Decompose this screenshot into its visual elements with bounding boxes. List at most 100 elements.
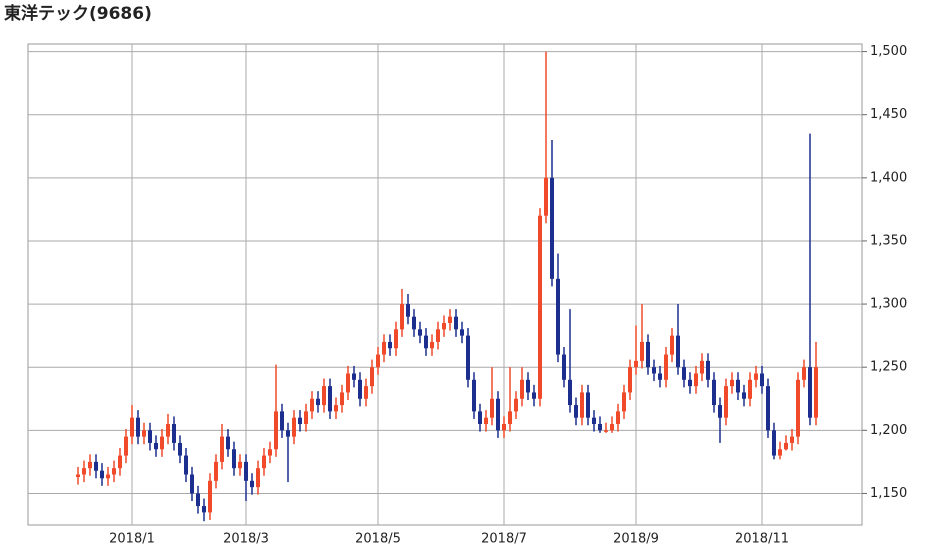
candle-body [580, 392, 584, 418]
candle-body [748, 379, 752, 399]
candle-body [106, 474, 110, 479]
candle-body [454, 316, 458, 330]
candle-body [394, 329, 398, 349]
y-tick-label: 1,300 [870, 297, 907, 312]
candle-body [784, 442, 788, 450]
candle-body [346, 373, 350, 393]
y-tick-label: 1,350 [870, 233, 907, 248]
candle-body [244, 461, 248, 481]
candle-body [352, 373, 356, 380]
candle-body [502, 424, 506, 431]
candle-body [388, 341, 392, 349]
candle-body [340, 392, 344, 406]
candle-body [424, 335, 428, 349]
x-tick-label: 2018/3 [223, 532, 269, 547]
x-tick-label: 2018/1 [109, 532, 155, 547]
x-tick-label: 2018/7 [481, 532, 527, 547]
candle-body [334, 405, 338, 412]
candle-body [598, 424, 602, 431]
plot-frame [27, 43, 863, 526]
candle-body [742, 392, 746, 399]
candle-body [466, 335, 470, 380]
candle-body [694, 373, 698, 387]
candle-body [550, 177, 554, 279]
candle-body [442, 323, 446, 330]
y-tick-label: 1,400 [870, 170, 907, 185]
candle-body [226, 436, 230, 450]
x-tick-label: 2018/5 [355, 532, 401, 547]
candle-body [556, 278, 560, 355]
candle-body [688, 379, 692, 387]
candle-body [736, 379, 740, 393]
candle-body [616, 411, 620, 425]
candle-body [526, 379, 530, 393]
candle-body [94, 461, 98, 471]
candle-body [382, 341, 386, 355]
candle-body [484, 417, 488, 425]
candle-body [724, 386, 728, 418]
y-tick-label: 1,150 [870, 486, 907, 501]
candle-body [472, 379, 476, 412]
candle-body [586, 392, 590, 418]
candle-body [208, 480, 212, 513]
candle-body [148, 430, 152, 443]
candle-body [418, 329, 422, 336]
candle-body [190, 474, 194, 494]
candle-body [490, 398, 494, 418]
candle-body [376, 354, 380, 368]
candle-body [118, 455, 122, 469]
candle-body [202, 506, 206, 513]
x-tick-label: 2018/9 [613, 532, 659, 547]
y-tick-label: 1,250 [870, 360, 907, 375]
candle-body [592, 417, 596, 425]
candle-body [172, 424, 176, 443]
candle-body [778, 449, 782, 456]
candle-body [664, 354, 668, 380]
candle-body [544, 177, 548, 216]
chart-title: 東洋テック(9686) [4, 3, 152, 24]
candle-body [700, 360, 704, 374]
candle-body [436, 329, 440, 342]
candle-body [706, 360, 710, 380]
candle-body [796, 379, 800, 437]
candle-body [622, 392, 626, 412]
candle-body [514, 398, 518, 412]
candle-body [286, 430, 290, 437]
candle-body [682, 367, 686, 380]
candle-body [268, 449, 272, 456]
candle-body [532, 392, 536, 399]
candle-body [136, 417, 140, 437]
candle-body [358, 379, 362, 399]
candle-body [808, 367, 812, 418]
candle-body [406, 304, 410, 317]
candle-body [400, 304, 404, 330]
candle-body [274, 411, 278, 450]
x-tick-label: 2018/11 [735, 532, 789, 547]
candle-body [184, 455, 188, 475]
candle-body [478, 411, 482, 425]
candle-body [640, 341, 644, 361]
candle-body [322, 386, 326, 406]
candle-body [628, 367, 632, 393]
candle-body [802, 367, 806, 380]
candle-body [124, 436, 128, 456]
candle-body [772, 430, 776, 456]
candle-body [160, 436, 164, 450]
candle-body [610, 424, 614, 431]
candle-body [814, 367, 818, 418]
candle-body [520, 379, 524, 399]
candle-body [430, 341, 434, 349]
candle-body [130, 417, 134, 437]
candle-body [562, 354, 566, 380]
candle-body [412, 316, 416, 330]
candle-body [496, 398, 500, 431]
y-tick-label: 1,200 [870, 423, 907, 438]
candle-body [538, 215, 542, 399]
candle-body [100, 470, 104, 479]
candle-body [154, 442, 158, 450]
candle-body [88, 461, 92, 469]
candle-body [328, 386, 332, 412]
candle-body [112, 468, 116, 475]
candle-body [448, 316, 452, 324]
candle-body [256, 468, 260, 488]
